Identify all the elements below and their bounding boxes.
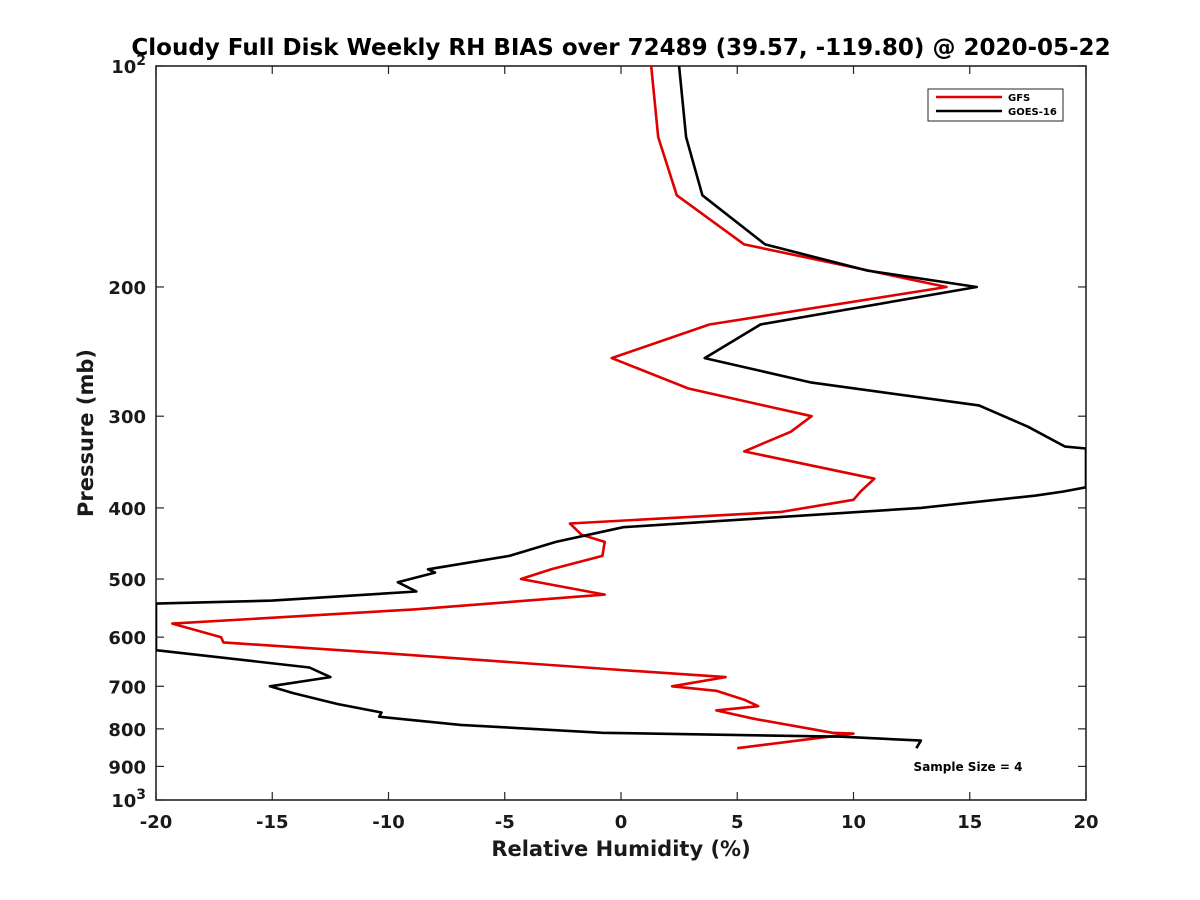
- y-axis-label: Pressure (mb): [74, 349, 98, 517]
- series-line-gfs: [171, 66, 948, 750]
- y-tick-label: 700: [108, 677, 146, 698]
- y-tick-label: 300: [108, 407, 146, 428]
- x-tick-label: -20: [140, 812, 173, 833]
- y-axis-ticks: 102 200 300 400 500 600 700 800 900 103: [108, 53, 1086, 812]
- legend-label-gfs: GFS: [1008, 93, 1030, 104]
- x-axis-label: Relative Humidity (%): [491, 837, 750, 861]
- x-tick-label: -15: [256, 812, 289, 833]
- x-tick-label: 5: [731, 812, 744, 833]
- series-line-goes16: [156, 66, 1086, 749]
- y-tick-label: 600: [108, 628, 146, 649]
- sample-size-annotation: Sample Size = 4: [914, 760, 1023, 774]
- x-tick-label: 0: [615, 812, 628, 833]
- legend-box: [927, 88, 1064, 122]
- x-tick-label: -10: [372, 812, 405, 833]
- y-tick-label: 400: [108, 499, 146, 520]
- legend-label-goes16: GOES-16: [1008, 107, 1057, 118]
- y-tick-label: 200: [108, 278, 146, 299]
- y-tick-label: 102: [111, 53, 146, 78]
- plot-area: -20 -15 -10 -5 0 5 10 15 20 102 200 300 400 500 600 70…: [108, 53, 1098, 833]
- x-axis-ticks: -20 -15 -10 -5 0 5 10 15 20: [140, 66, 1099, 833]
- legend: GFS GOES-16: [927, 88, 1064, 122]
- y-tick-label: 500: [108, 570, 146, 591]
- chart-title: Cloudy Full Disk Weekly RH BIAS over 724…: [131, 35, 1110, 61]
- series-layer: [156, 66, 1086, 750]
- x-tick-label: 20: [1073, 812, 1098, 833]
- x-tick-label: 10: [841, 812, 866, 833]
- x-tick-label: 15: [957, 812, 982, 833]
- x-tick-label: -5: [495, 812, 515, 833]
- y-tick-label: 900: [108, 757, 146, 778]
- y-tick-label: 103: [111, 787, 146, 812]
- y-tick-label: 800: [108, 720, 146, 741]
